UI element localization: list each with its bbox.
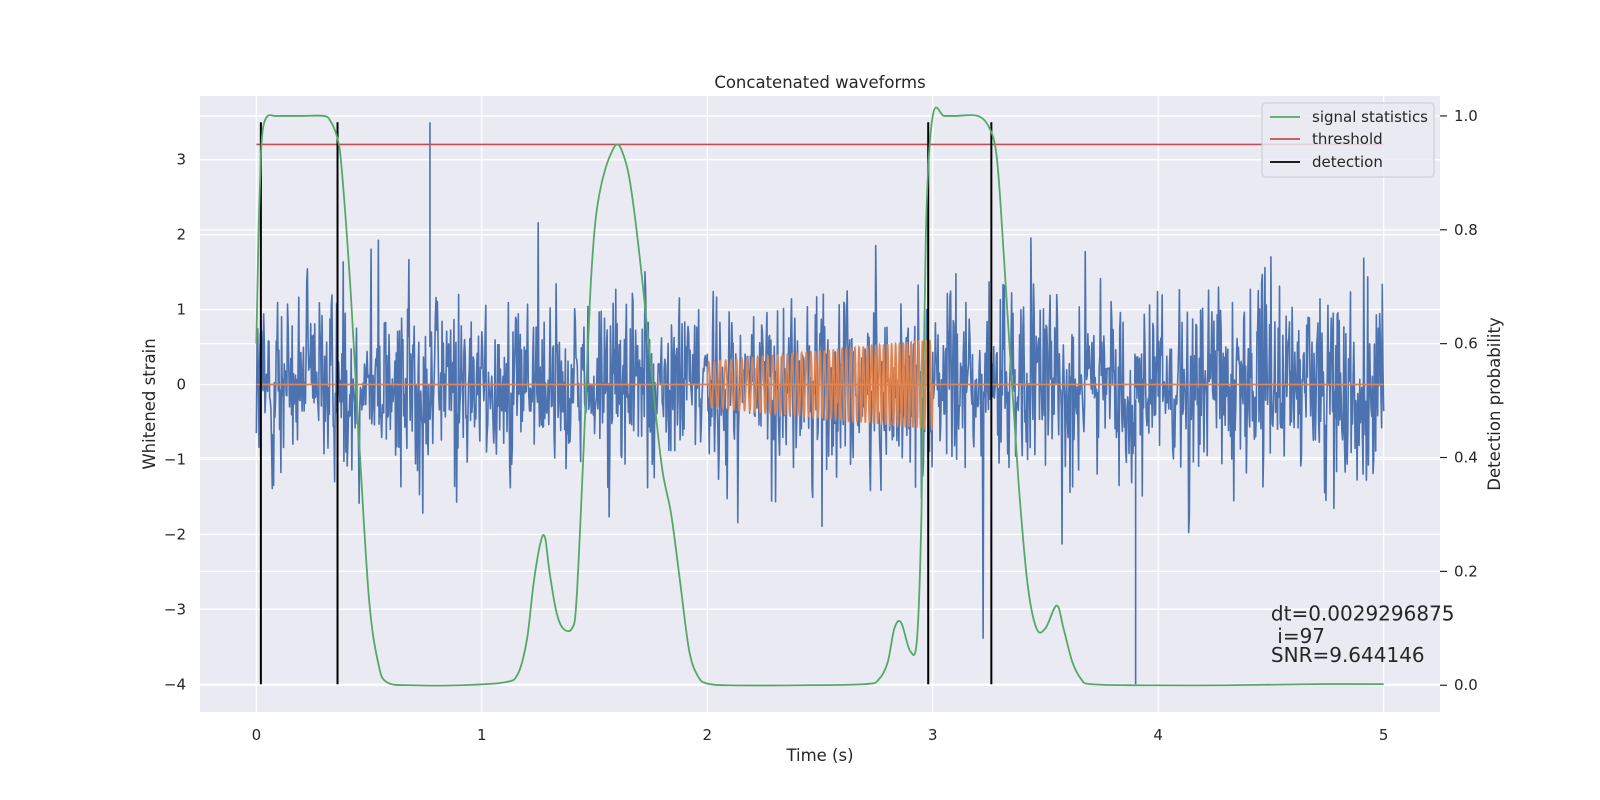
- legend-label-detection: detection: [1312, 153, 1383, 171]
- legend-label-threshold: threshold: [1312, 130, 1383, 148]
- y2-tick-label: 0.8: [1454, 221, 1478, 239]
- y-tick-label: −2: [164, 525, 186, 543]
- annotation-snr: SNR=9.644146: [1271, 643, 1425, 667]
- x-tick-label: 4: [1153, 726, 1163, 744]
- signal-statistics-line: [255, 106, 1384, 687]
- x-axis-label: Time (s): [785, 746, 853, 765]
- y2-tick-label: 0.0: [1454, 676, 1478, 694]
- annotations: dt=0.0029296875 i=97 SNR=9.644146: [1271, 602, 1455, 667]
- x-tick-label: 5: [1379, 726, 1389, 744]
- legend-box: [1261, 102, 1435, 178]
- chart-title: Concatenated waveforms: [714, 73, 925, 92]
- x-tick-label: 0: [252, 726, 262, 744]
- y2-tick-label: 0.2: [1454, 562, 1478, 580]
- annotation-index: i=97: [1271, 624, 1325, 648]
- x-tick-label: 1: [477, 726, 487, 744]
- y-tick-label: −1: [164, 450, 186, 468]
- y-tick-label: 0: [176, 376, 186, 394]
- y-tick-label: −4: [164, 675, 186, 693]
- y-axis-label: Whitened strain: [140, 338, 159, 469]
- y-tick-label: 2: [176, 226, 186, 244]
- x-tick-label: 3: [928, 726, 938, 744]
- x-tick-label: 2: [702, 726, 712, 744]
- y-axis-ticks: −4 −3 −2 −1 0 1 2 3: [164, 151, 186, 694]
- legend-label-signal-statistics: signal statistics: [1312, 108, 1428, 126]
- y-tick-label: −3: [164, 600, 186, 618]
- plot-area: [255, 106, 1385, 687]
- y2-axis-label: Detection probability: [1485, 317, 1504, 491]
- x-axis-ticks: 0 1 2 3 4 5: [252, 726, 1389, 744]
- y-tick-label: 3: [176, 151, 186, 169]
- y2-tick-label: 0.6: [1454, 335, 1478, 353]
- y2-tick-label: 0.4: [1454, 449, 1478, 467]
- y2-axis-ticks: 0.0 0.2 0.4 0.6 0.8 1.0: [1440, 107, 1478, 694]
- chirp-series: [706, 338, 934, 432]
- detection-lines: [259, 122, 993, 685]
- y2-tick-label: 1.0: [1454, 107, 1478, 125]
- noise-series: [255, 122, 1385, 685]
- y-tick-label: 1: [176, 301, 186, 319]
- legend: signal statistics threshold detection: [1261, 102, 1435, 178]
- annotation-dt: dt=0.0029296875: [1271, 602, 1455, 626]
